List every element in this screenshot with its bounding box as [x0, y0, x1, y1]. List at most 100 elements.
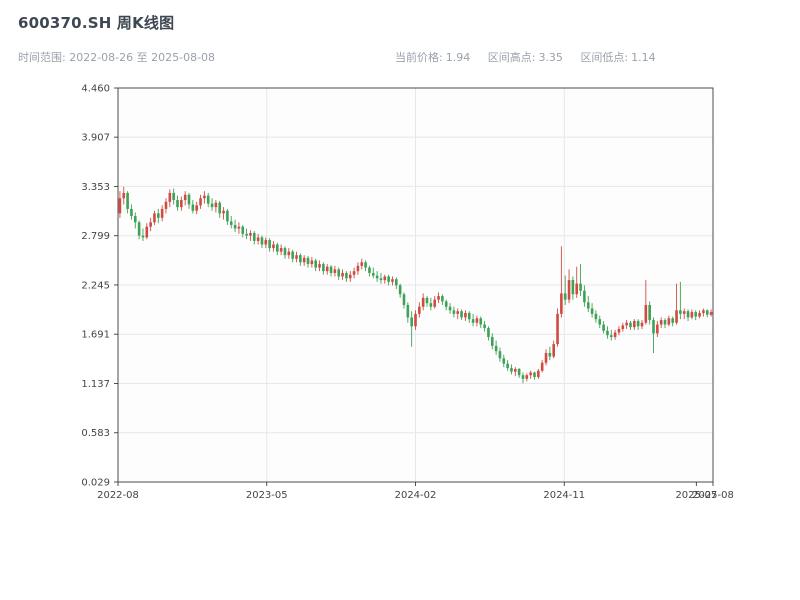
- candle: [118, 191, 122, 218]
- candle: [333, 265, 337, 277]
- x-tick-label: 2024-11: [543, 490, 585, 501]
- candle: [621, 322, 625, 332]
- candle: [617, 326, 621, 336]
- candle: [302, 255, 306, 266]
- candle: [602, 320, 605, 334]
- candle: [371, 267, 375, 279]
- candle: [237, 222, 241, 234]
- candle: [141, 228, 145, 241]
- stat-label: 当前价格:: [395, 51, 443, 64]
- candle: [168, 189, 172, 208]
- candle: [663, 318, 667, 329]
- candle: [325, 264, 329, 275]
- candle: [452, 306, 456, 318]
- candle: [606, 326, 609, 339]
- page-title: 600370.SH 周K线图: [18, 14, 175, 32]
- candle: [299, 253, 302, 266]
- candle: [368, 265, 371, 277]
- candle: [272, 240, 275, 252]
- candle: [659, 317, 663, 329]
- candle: [329, 264, 333, 277]
- candle: [122, 186, 126, 205]
- candle: [406, 302, 410, 323]
- candle: [537, 368, 540, 379]
- candle: [652, 317, 655, 353]
- candle: [164, 198, 168, 214]
- candle: [191, 200, 195, 214]
- candle: [640, 320, 644, 329]
- candle: [391, 276, 394, 286]
- candle: [471, 313, 475, 327]
- candle: [218, 200, 222, 218]
- candle: [644, 280, 648, 325]
- candle: [295, 251, 298, 263]
- time-range-subtitle: 时间范围: 2022-08-26 至 2025-08-08: [18, 51, 216, 64]
- candle: [395, 277, 398, 289]
- candle: [490, 333, 494, 350]
- stat-label: 区间高点:: [487, 51, 536, 64]
- candle: [556, 308, 559, 347]
- candle: [310, 256, 314, 268]
- candle: [356, 262, 360, 275]
- candle: [245, 228, 248, 240]
- stat-range-high: 区间高点: 3.35: [488, 51, 563, 64]
- candle: [525, 373, 529, 382]
- candle: [252, 231, 256, 245]
- candle: [441, 294, 444, 305]
- price-stats: 当前价格: 1.94 区间高点: 3.35 区间低点: 1.14: [395, 49, 670, 65]
- candle: [279, 244, 283, 256]
- candle: [306, 256, 310, 268]
- candle: [444, 299, 448, 311]
- candle: [498, 347, 502, 362]
- candle: [348, 271, 352, 282]
- y-tick-label: 0.029: [81, 478, 110, 489]
- candle: [456, 308, 460, 320]
- x-axis-labels: 2022-08 2023-05 2024-02 2024-11 2025-072025-…: [97, 482, 734, 501]
- candle: [583, 285, 586, 307]
- candle: [448, 303, 452, 314]
- candle: [126, 191, 129, 214]
- candle: [517, 368, 521, 378]
- candle: [233, 219, 237, 233]
- candle: [291, 249, 294, 263]
- x-tick-label: 2023-05: [246, 490, 288, 501]
- x-tick-label: 2025-07: [675, 490, 717, 501]
- stat-value: 1.94: [445, 51, 471, 64]
- candle: [675, 283, 678, 325]
- candle: [429, 297, 433, 311]
- candle: [318, 260, 321, 272]
- candle: [345, 271, 348, 282]
- candle: [544, 349, 548, 366]
- candle: [264, 237, 268, 249]
- candle: [656, 320, 659, 337]
- candle: [383, 274, 387, 284]
- candle: [153, 210, 156, 225]
- candle: [260, 235, 264, 249]
- candle: [283, 246, 287, 259]
- stat-value: 3.35: [538, 51, 563, 64]
- candle: [180, 196, 183, 211]
- stat-current-price: 当前价格: 1.94: [395, 51, 470, 64]
- candles: [118, 186, 713, 384]
- candle: [575, 266, 579, 298]
- candle: [256, 233, 260, 245]
- candle: [510, 364, 513, 375]
- candle: [210, 198, 214, 211]
- candle: [149, 217, 152, 232]
- candle: [702, 308, 705, 317]
- candle: [421, 293, 425, 311]
- candle: [176, 195, 179, 211]
- candle: [398, 283, 402, 298]
- y-axis-labels: 4.460 3.907 3.353 2.799 2.245 1.691 1.137 0.583…: [81, 84, 118, 489]
- candle: [552, 340, 555, 359]
- candle: [540, 360, 544, 373]
- candle: [609, 329, 613, 341]
- candle: [613, 329, 617, 340]
- candle: [506, 360, 509, 371]
- candle: [705, 309, 709, 318]
- candle: [686, 309, 690, 321]
- candle: [414, 310, 417, 330]
- candle: [667, 315, 671, 327]
